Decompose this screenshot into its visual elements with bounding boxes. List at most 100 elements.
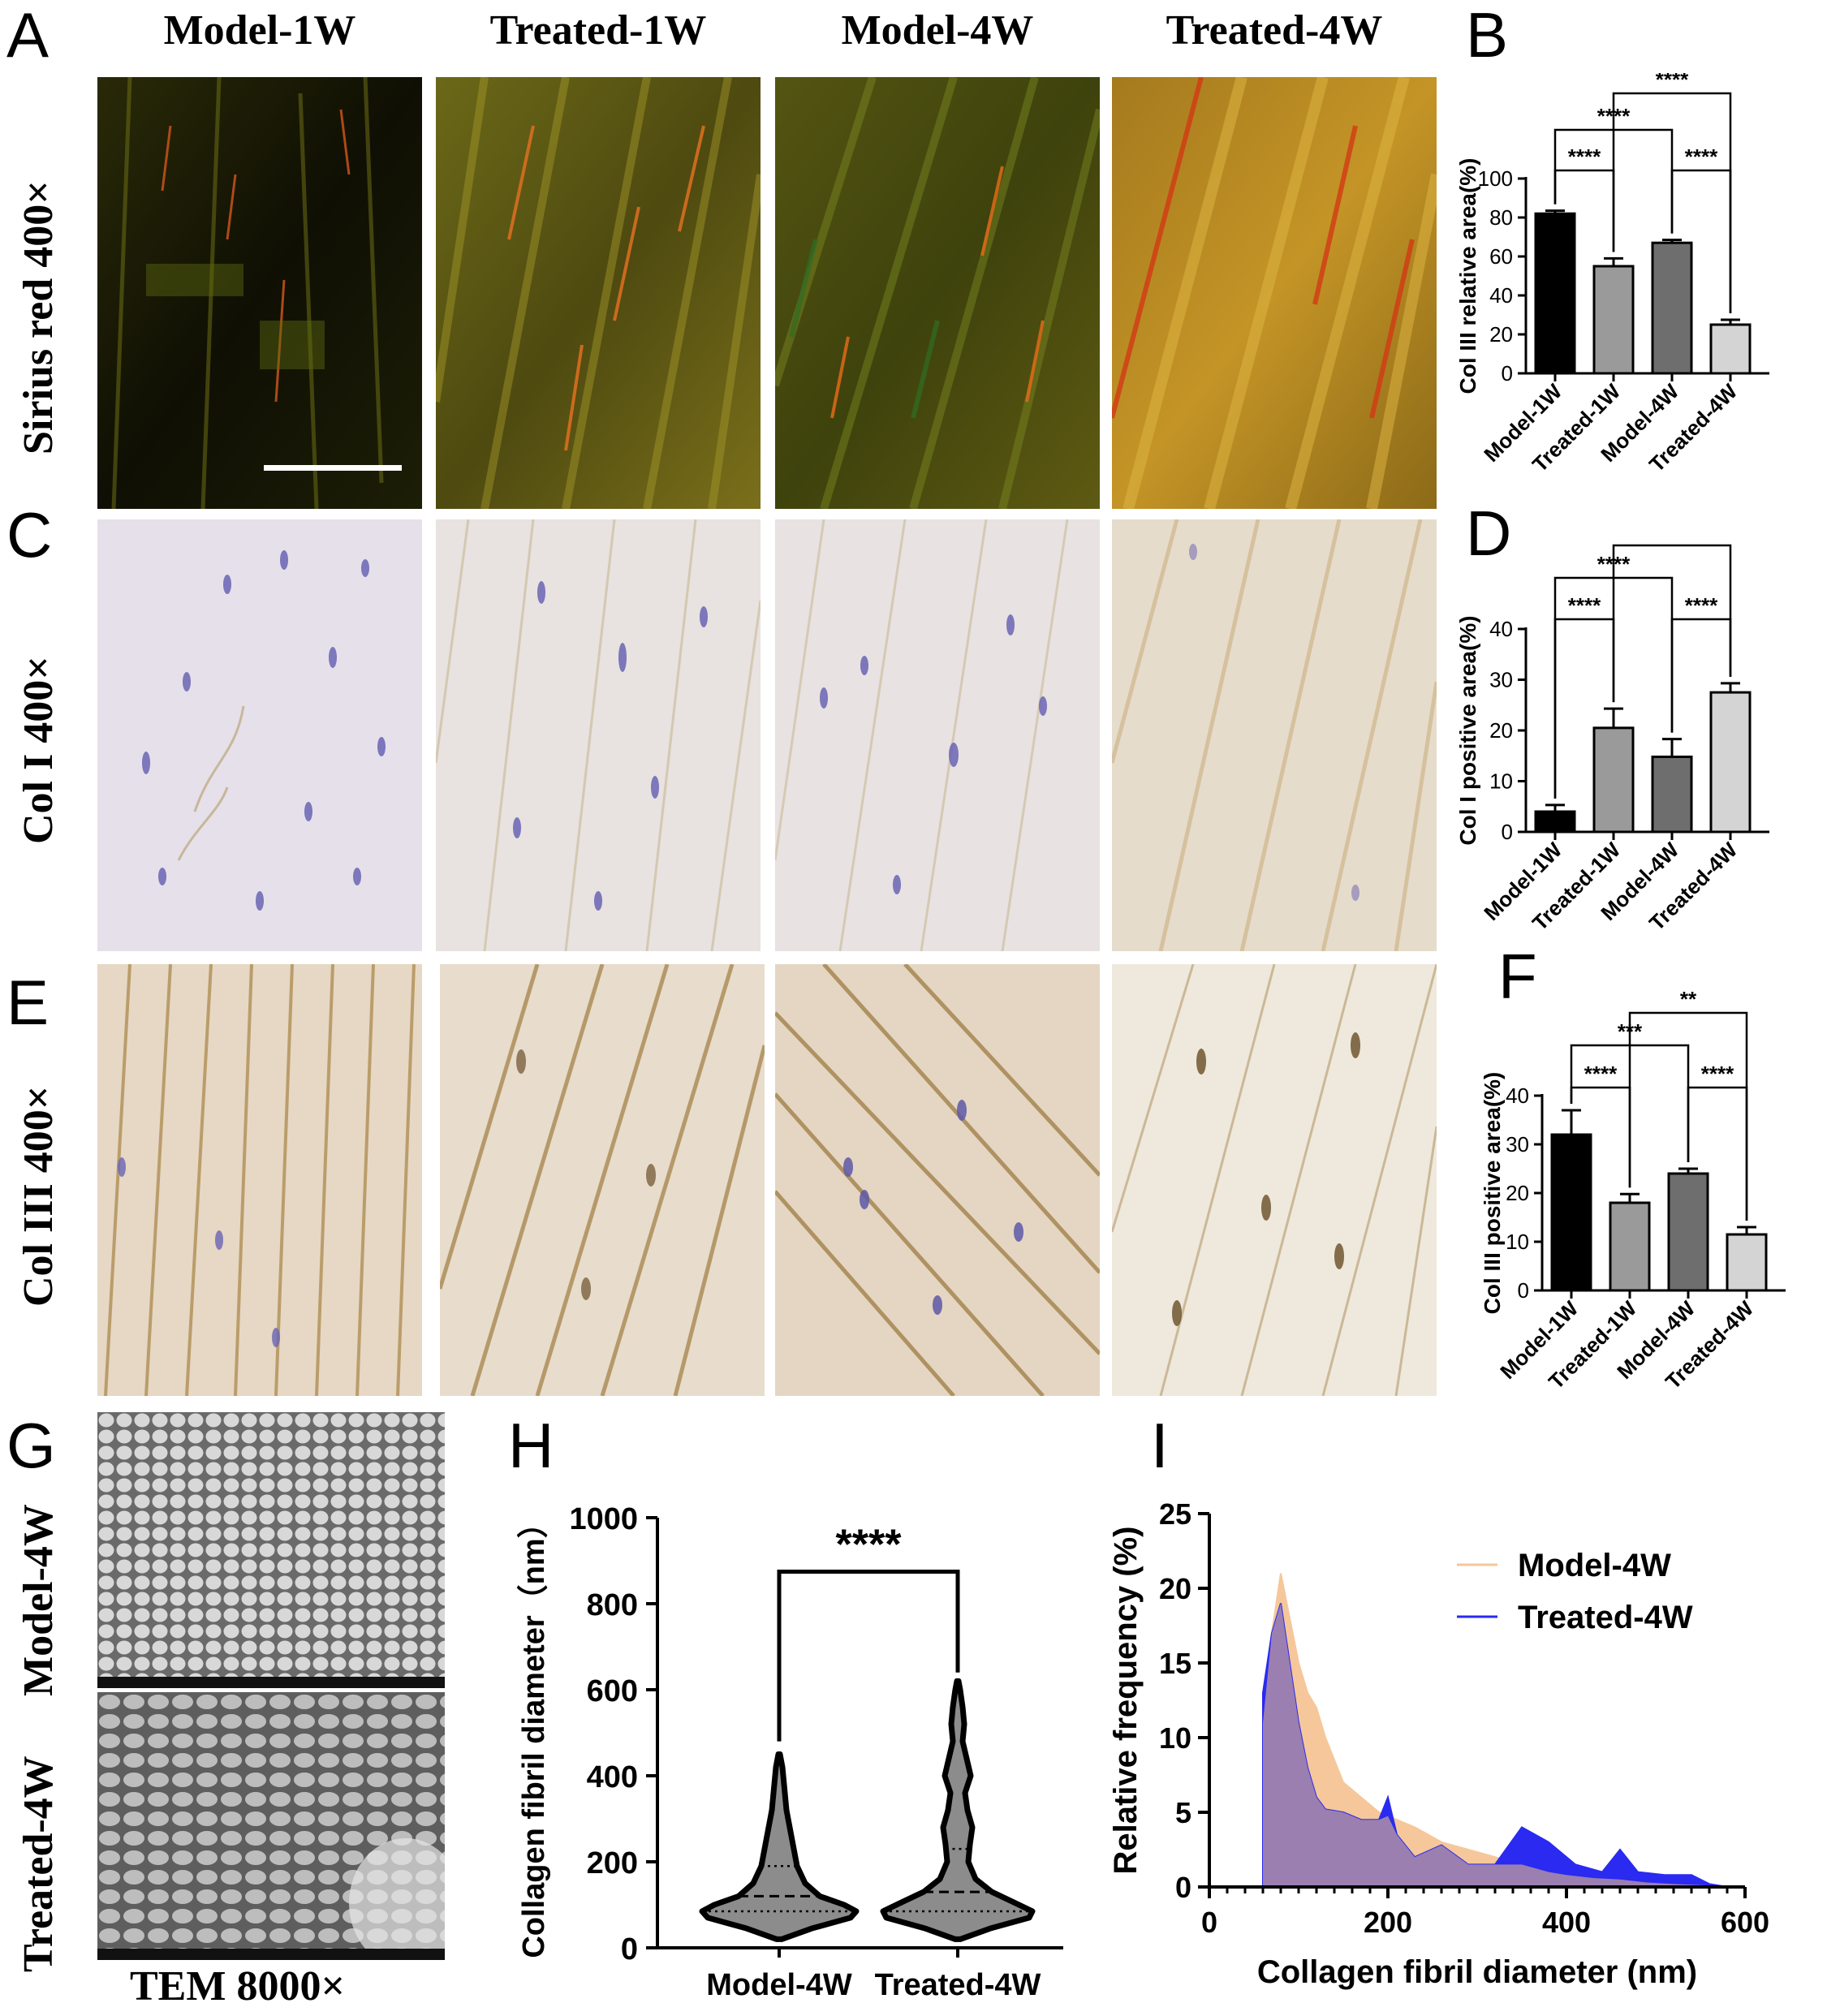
y-tick-label: 15 — [1159, 1647, 1191, 1680]
panel-label-c: C — [6, 499, 53, 571]
panel-label-f: F — [1498, 941, 1537, 1012]
area-chart-i: 0 5 10 15 20 25 0 200 400 600 Collagen fibril diam… — [1108, 1497, 1769, 1990]
y-tick-label: 0 — [621, 1932, 638, 1966]
x-tick-label: Model-4W — [706, 1968, 852, 2002]
y-axis-label: Relative frequency (%) — [1108, 1526, 1144, 1874]
y-axis-label: Col I positive area(%) — [1455, 615, 1480, 845]
y-tick-label: 1000 — [569, 1502, 638, 1536]
y-tick-label: 0 — [1502, 361, 1513, 386]
micrograph-sirius-treated-1w — [436, 77, 761, 509]
y-tick-label: 30 — [1489, 668, 1513, 692]
y-tick-label: 10 — [1159, 1721, 1191, 1755]
micrograph-col3-treated-4w — [1112, 964, 1437, 1396]
y-tick-label: 40 — [1506, 1083, 1529, 1108]
micrograph-col1-model-4w — [775, 519, 1100, 951]
significance-label: **** — [1568, 144, 1601, 169]
y-tick-label: 80 — [1489, 205, 1513, 230]
significance-label: **** — [1701, 1062, 1734, 1086]
panel-label-g: G — [6, 1410, 56, 1481]
micrograph-col1-treated-1w — [436, 519, 761, 951]
scale-bar — [264, 465, 402, 471]
bar — [1550, 1133, 1592, 1292]
micrograph-col3-model-1w — [97, 964, 422, 1396]
y-tick-label: 5 — [1175, 1796, 1191, 1829]
violin-chart-h: 0 200 400 600 800 1000 Collagen fibril diamete… — [517, 1502, 1063, 2002]
y-axis-label: Col III relative area(%) — [1455, 157, 1480, 394]
y-tick-label: 10 — [1489, 769, 1513, 794]
bar — [1609, 1201, 1651, 1292]
y-tick-label: 200 — [587, 1846, 638, 1880]
y-tick-label: 40 — [1489, 283, 1513, 308]
y-tick-label: 40 — [1489, 617, 1513, 641]
micrograph-col3-model-4w — [775, 964, 1100, 1396]
bar — [1709, 691, 1752, 834]
y-axis-label: Col III positive area(%) — [1480, 1072, 1505, 1315]
micrograph-col3-treated-1w — [440, 964, 765, 1396]
panel-label-h: H — [508, 1410, 554, 1481]
panel-label-b: B — [1466, 0, 1509, 71]
y-tick-label: 20 — [1159, 1572, 1191, 1605]
y-tick-label: 400 — [587, 1760, 638, 1794]
significance-label: **** — [1656, 73, 1689, 92]
x-tick-label: Treated-4W — [875, 1968, 1041, 2002]
significance-label: ** — [1664, 536, 1681, 544]
panel-label-d: D — [1466, 498, 1512, 569]
tem-image-treated-4w — [97, 1692, 445, 1960]
micrograph-col1-treated-4w — [1112, 519, 1437, 951]
significance-label: **** — [1685, 144, 1718, 169]
series-overlap-area — [1263, 1603, 1727, 1887]
bar — [1667, 1172, 1709, 1292]
y-tick-label: 0 — [1502, 820, 1513, 844]
micrograph-sirius-model-4w — [775, 77, 1100, 509]
bar — [1651, 756, 1693, 834]
column-title: Model-4W — [841, 7, 1034, 54]
tem-image-model-4w — [97, 1412, 445, 1688]
significance-label: **** — [1584, 1062, 1618, 1086]
row-label-tem-treated: Treated-4W — [15, 1755, 62, 1972]
panel-label-e: E — [6, 967, 50, 1038]
significance-label: **** — [1568, 593, 1601, 618]
x-tick-label: 200 — [1364, 1906, 1412, 1939]
bar — [1592, 726, 1635, 834]
y-tick-label: 60 — [1489, 244, 1513, 269]
bar — [1651, 241, 1693, 375]
y-tick-label: 10 — [1506, 1230, 1529, 1254]
significance-label: **** — [1685, 593, 1718, 618]
significance-bracket — [1628, 1011, 1748, 1221]
column-title: Model-1W — [163, 7, 356, 54]
bar — [1709, 323, 1752, 375]
y-tick-label: 0 — [1518, 1278, 1529, 1303]
significance-bracket — [1612, 544, 1732, 703]
y-tick-label: 600 — [587, 1674, 638, 1708]
y-axis-label: Collagen fibril diameter（nm） — [517, 1507, 551, 1958]
micrograph-col1-model-1w — [97, 519, 422, 951]
y-tick-label: 800 — [587, 1588, 638, 1622]
tem-info-bar — [97, 1677, 445, 1688]
row-label-tem-model: Model-4W — [15, 1504, 62, 1696]
tem-info-bar — [97, 1949, 445, 1960]
violin — [699, 1751, 860, 1942]
row-label-sirius: Sirius red 400× — [15, 180, 62, 454]
significance-bracket — [777, 1570, 960, 1742]
tem-magnification-label: TEM 8000× — [130, 1963, 346, 2010]
row-label-col1: Col I 400× — [15, 656, 62, 844]
panel-label-i: I — [1151, 1410, 1169, 1481]
x-tick-label: 0 — [1201, 1906, 1217, 1939]
bar — [1726, 1233, 1768, 1292]
legend-label-model-4w: Model-4W — [1518, 1548, 1671, 1583]
micrograph-sirius-model-1w — [97, 77, 422, 509]
bar — [1534, 212, 1576, 375]
significance-label: **** — [836, 1522, 903, 1569]
micrograph-sirius-treated-4w — [1112, 77, 1437, 509]
y-tick-label: 30 — [1506, 1132, 1529, 1157]
y-tick-label: 20 — [1489, 322, 1513, 347]
x-tick-label: 600 — [1721, 1906, 1769, 1939]
bar — [1592, 265, 1635, 375]
significance-bracket — [1612, 92, 1732, 313]
y-tick-label: 0 — [1175, 1871, 1191, 1904]
bar — [1534, 810, 1576, 834]
legend-label-treated-4w: Treated-4W — [1518, 1600, 1693, 1635]
x-tick-label: 400 — [1542, 1906, 1591, 1939]
panel-label-a: A — [6, 0, 50, 71]
